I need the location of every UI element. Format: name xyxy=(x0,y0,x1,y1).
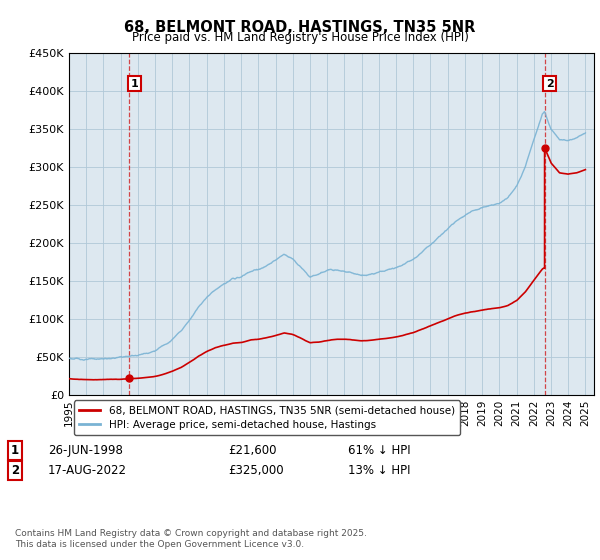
Text: 1: 1 xyxy=(130,78,138,88)
Text: 13% ↓ HPI: 13% ↓ HPI xyxy=(348,464,410,477)
Text: £21,600: £21,600 xyxy=(228,444,277,458)
Text: Contains HM Land Registry data © Crown copyright and database right 2025.
This d: Contains HM Land Registry data © Crown c… xyxy=(15,529,367,549)
Text: 17-AUG-2022: 17-AUG-2022 xyxy=(48,464,127,477)
Legend: 68, BELMONT ROAD, HASTINGS, TN35 5NR (semi-detached house), HPI: Average price, : 68, BELMONT ROAD, HASTINGS, TN35 5NR (se… xyxy=(74,400,460,435)
Text: 61% ↓ HPI: 61% ↓ HPI xyxy=(348,444,410,458)
Text: 2: 2 xyxy=(546,78,554,88)
Text: Price paid vs. HM Land Registry's House Price Index (HPI): Price paid vs. HM Land Registry's House … xyxy=(131,31,469,44)
Text: £325,000: £325,000 xyxy=(228,464,284,477)
Text: 2: 2 xyxy=(11,464,19,477)
Text: 26-JUN-1998: 26-JUN-1998 xyxy=(48,444,123,458)
Text: 68, BELMONT ROAD, HASTINGS, TN35 5NR: 68, BELMONT ROAD, HASTINGS, TN35 5NR xyxy=(124,20,476,35)
Text: 1: 1 xyxy=(11,444,19,458)
